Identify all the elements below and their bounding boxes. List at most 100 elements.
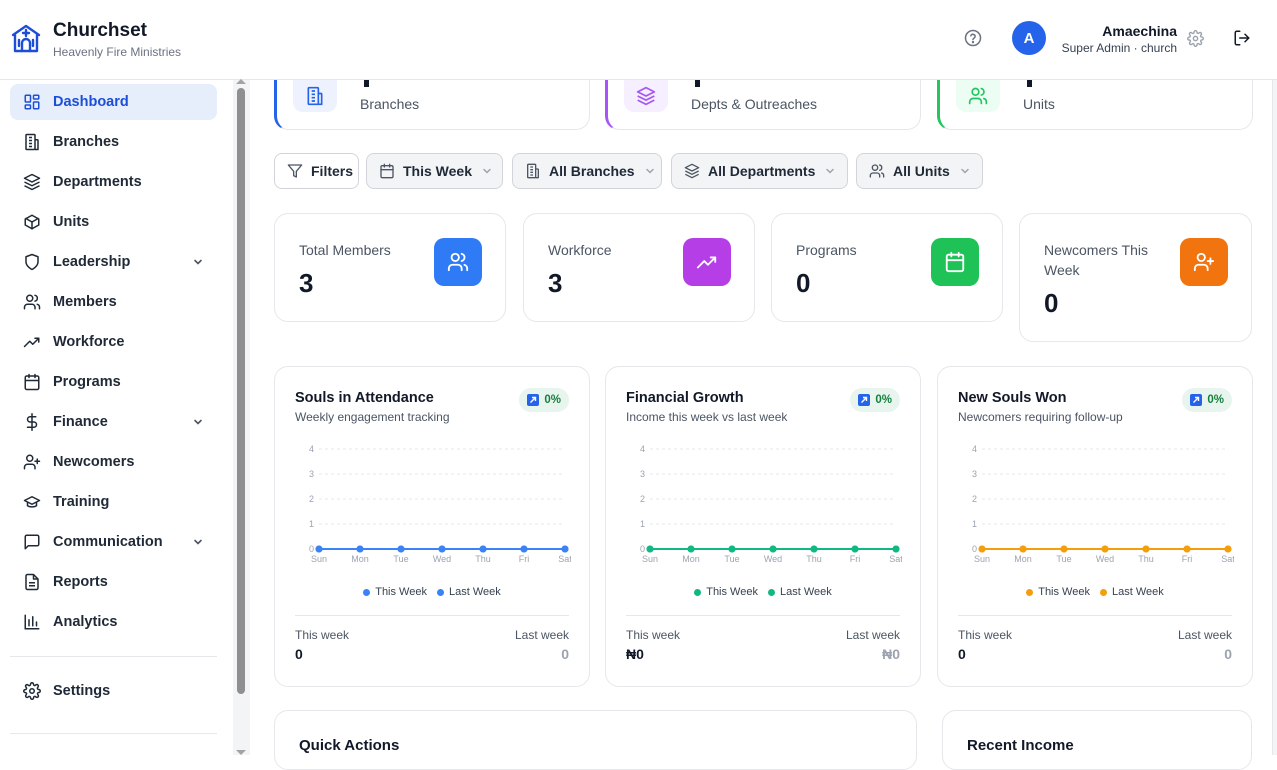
- units-card[interactable]: Units: [937, 80, 1253, 130]
- this-week-value: 0: [295, 646, 303, 662]
- file-text-icon: [25, 573, 39, 591]
- this-week-label: This week: [626, 628, 681, 642]
- sidebar-item-settings[interactable]: Settings: [10, 673, 217, 709]
- layers-icon: [684, 163, 700, 179]
- y-tick-label: 3: [640, 469, 645, 479]
- sidebar-item-reports[interactable]: Reports: [10, 564, 217, 600]
- departments-card[interactable]: Depts & Outreaches: [605, 80, 921, 130]
- department-select[interactable]: All Departments: [671, 153, 848, 189]
- y-tick-label: 0: [972, 544, 977, 554]
- chevron-down-icon[interactable]: [192, 416, 204, 428]
- filters-button[interactable]: Filters: [274, 153, 359, 189]
- sidebar-item-departments[interactable]: Departments: [10, 164, 217, 200]
- x-tick-label: Mon: [351, 554, 369, 564]
- sidebar-item-branches[interactable]: Branches: [10, 124, 217, 160]
- y-tick-label: 2: [640, 494, 645, 504]
- y-tick-label: 2: [309, 494, 314, 504]
- avatar[interactable]: A: [1012, 21, 1046, 55]
- legend-label: This Week: [706, 586, 758, 598]
- legend-item-this-week[interactable]: This Week: [1026, 586, 1090, 598]
- bar-chart-icon: [24, 614, 40, 630]
- church-logo-icon: [11, 24, 41, 53]
- legend-item-this-week[interactable]: This Week: [363, 586, 427, 598]
- sidebar-item-analytics[interactable]: Analytics: [10, 604, 217, 640]
- sidebar-item-leadership[interactable]: Leadership: [10, 244, 217, 280]
- branch-select[interactable]: All Branches: [512, 153, 662, 189]
- last-week-label: Last week: [845, 628, 900, 642]
- help-icon[interactable]: [964, 29, 982, 47]
- chevron-down-icon[interactable]: [192, 536, 204, 548]
- chevron-down-icon: [961, 168, 969, 174]
- scroll-up-arrow-icon[interactable]: [236, 79, 246, 84]
- stat-card-newcomers[interactable]: Newcomers This Week 0: [1019, 213, 1252, 342]
- x-tick-label: Thu: [475, 554, 491, 564]
- growth-value: 0%: [544, 394, 561, 406]
- scroll-down-arrow-icon[interactable]: [236, 750, 246, 755]
- chevron-down-icon[interactable]: [192, 256, 204, 268]
- page-scrollbar[interactable]: [1272, 80, 1277, 755]
- y-tick-label: 1: [640, 519, 645, 529]
- unit-select[interactable]: All Units: [856, 153, 983, 189]
- sidebar-item-label: Departments: [53, 174, 142, 190]
- stat-label: Workforce: [548, 242, 612, 258]
- user-plus-icon: [1180, 238, 1228, 286]
- x-tick-label: Sat: [558, 554, 571, 564]
- sidebar-item-members[interactable]: Members: [10, 284, 217, 320]
- shield-icon: [25, 253, 39, 271]
- quick-actions-title: Quick Actions: [299, 737, 400, 754]
- legend-dot: [1099, 588, 1107, 596]
- sidebar-item-dashboard[interactable]: Dashboard: [10, 84, 217, 120]
- chart-card-attendance: Souls in Attendance Weekly engagement tr…: [274, 366, 590, 687]
- legend-dot: [436, 588, 444, 596]
- financial-line-chart: 0 1 2 3 4 Sun Mon Tue Wed Thu Fri Sat: [640, 444, 902, 564]
- legend-label: Last Week: [448, 586, 501, 598]
- sidebar-item-label: Programs: [53, 374, 121, 390]
- logout-icon[interactable]: [1233, 29, 1251, 47]
- legend-item-this-week[interactable]: This Week: [694, 586, 758, 598]
- x-tick-label: Tue: [724, 554, 739, 564]
- legend-label: This Week: [1038, 586, 1090, 598]
- stat-card-programs[interactable]: Programs 0: [771, 213, 1003, 322]
- chart-title: Financial Growth: [626, 390, 744, 406]
- legend-label: Last Week: [779, 586, 832, 598]
- sidebar-item-finance[interactable]: Finance: [10, 404, 217, 440]
- growth-badge: 0%: [850, 388, 900, 412]
- building-icon: [293, 80, 337, 112]
- department-value: All Departments: [708, 163, 816, 179]
- filters-label: Filters: [311, 163, 354, 179]
- dashboard-icon: [24, 94, 40, 110]
- sidebar-item-workforce[interactable]: Workforce: [10, 324, 217, 360]
- sidebar-item-communication[interactable]: Communication: [10, 524, 217, 560]
- sidebar-item-training[interactable]: Training: [10, 484, 217, 520]
- sidebar-item-units[interactable]: Units: [10, 204, 217, 240]
- growth-badge: 0%: [1182, 388, 1232, 412]
- stat-label: Programs: [796, 242, 857, 258]
- stat-card-workforce[interactable]: Workforce 3: [523, 213, 755, 322]
- top-header: Churchset Heavenly Fire Ministries A Ama…: [0, 0, 1277, 80]
- sidebar-item-programs[interactable]: Programs: [10, 364, 217, 400]
- this-week-value: ₦0: [626, 646, 644, 662]
- y-tick-label: 4: [972, 444, 977, 454]
- sidebar-item-label: Dashboard: [53, 94, 129, 110]
- dollar-icon: [26, 413, 38, 431]
- graduation-cap-icon: [23, 496, 41, 508]
- x-tick-label: Wed: [764, 554, 782, 564]
- last-week-value: 0: [1224, 646, 1232, 662]
- gear-icon[interactable]: [1187, 30, 1204, 47]
- stat-card-total-members[interactable]: Total Members 3: [274, 213, 506, 322]
- y-tick-label: 1: [309, 519, 314, 529]
- legend-item-last-week[interactable]: Last Week: [436, 586, 501, 598]
- last-week-value: 0: [561, 646, 569, 662]
- sidebar-scrollbar-thumb[interactable]: [237, 88, 245, 694]
- legend-item-last-week[interactable]: Last Week: [767, 586, 832, 598]
- data-point: [1060, 545, 1068, 553]
- x-tick-label: Fri: [850, 554, 861, 564]
- sidebar-item-newcomers[interactable]: Newcomers: [10, 444, 217, 480]
- sidebar-divider: [10, 733, 217, 734]
- x-tick-label: Mon: [1014, 554, 1032, 564]
- period-select[interactable]: This Week: [366, 153, 503, 189]
- legend-item-last-week[interactable]: Last Week: [1099, 586, 1164, 598]
- growth-value: 0%: [1207, 394, 1224, 406]
- branches-card[interactable]: Branches: [274, 80, 590, 130]
- sidebar-item-label: Newcomers: [53, 454, 135, 470]
